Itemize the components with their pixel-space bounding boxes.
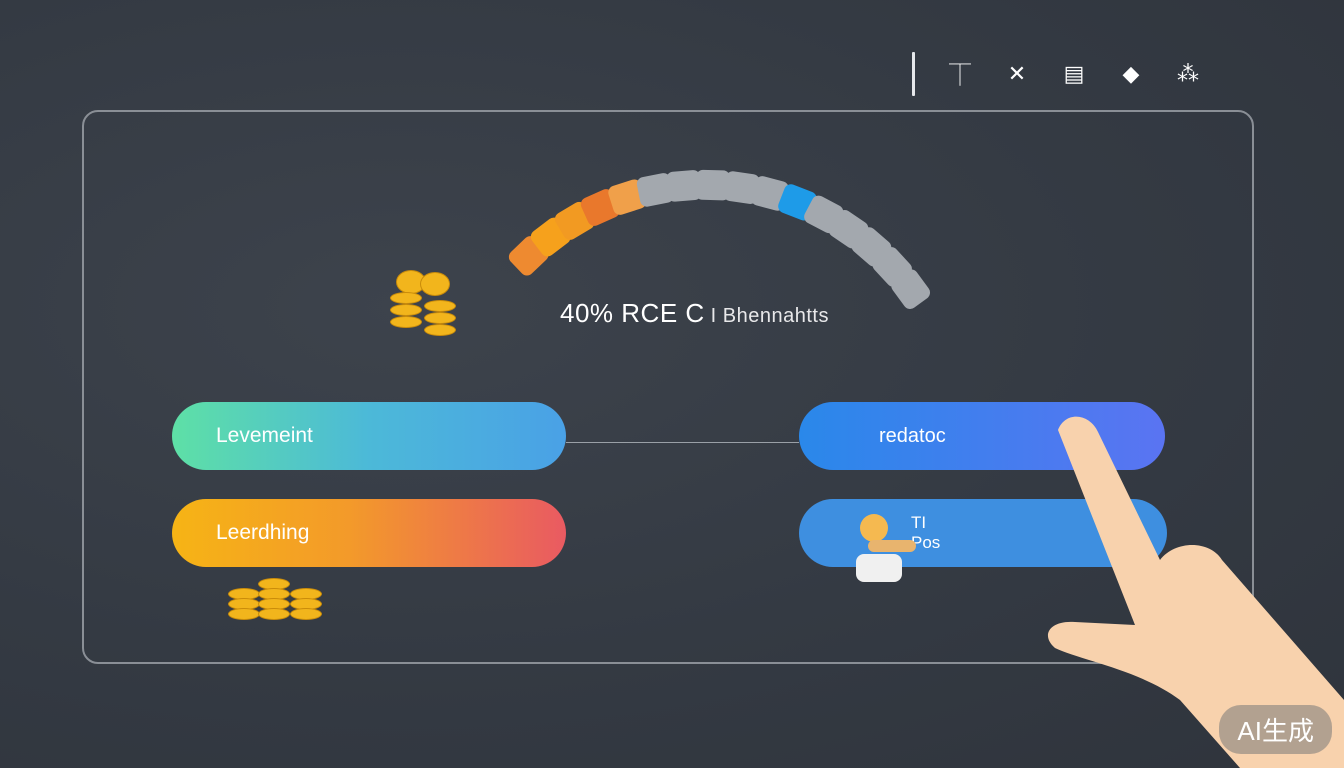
button-label: redatoc xyxy=(879,424,946,447)
button-label-line2: Pos xyxy=(911,533,941,552)
gauge-segment xyxy=(751,176,789,211)
crossed-tools-icon[interactable]: ✕ xyxy=(1007,61,1027,86)
dashboard-panel xyxy=(82,110,1254,664)
server-icon[interactable]: ▤ xyxy=(1063,61,1085,86)
levemeint-button[interactable]: Levemeint xyxy=(172,402,566,470)
gauge-segment xyxy=(695,169,731,201)
button-label: Levemeint xyxy=(216,424,313,447)
toolbar-divider xyxy=(912,52,915,96)
gauge-segment xyxy=(891,269,931,310)
diamond-icon[interactable]: ◆ xyxy=(1122,61,1140,86)
button-label-line1: TI xyxy=(911,513,927,532)
gauge-segment xyxy=(666,170,702,202)
leerdhing-button[interactable]: Leerdhing xyxy=(172,499,566,567)
person-stand-icon[interactable]: ⏉ xyxy=(948,63,971,88)
headline-value: 40% RCE C xyxy=(560,298,705,328)
gauge-segment xyxy=(723,171,760,204)
watermark: AI生成 xyxy=(1219,705,1332,754)
character-illustration-icon xyxy=(856,514,916,582)
gauge-segment xyxy=(608,179,647,215)
button-label: Leerdhing xyxy=(216,521,310,544)
toolbar: ⏉ ✕ ▤ ◆ ⁂ xyxy=(912,52,1230,96)
connector-line xyxy=(566,442,799,443)
headline-sub: I Bhennahtts xyxy=(710,305,829,327)
grid-glyph-icon[interactable]: ⁂ xyxy=(1177,61,1199,86)
gauge-segment xyxy=(636,173,674,207)
